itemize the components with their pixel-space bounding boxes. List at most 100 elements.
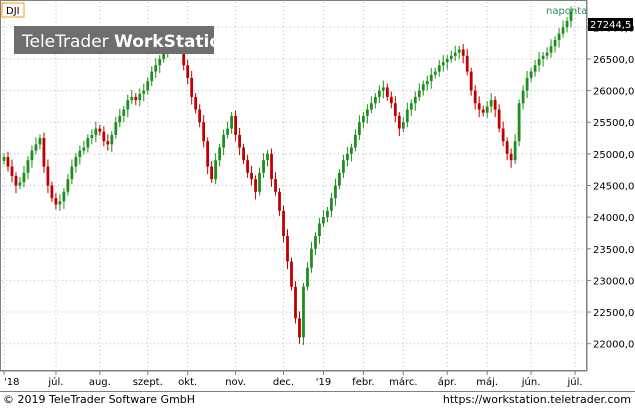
candle-up	[318, 223, 321, 237]
candle-up	[90, 134, 94, 139]
candle-up	[457, 49, 461, 53]
y-tick-label: 25500,0	[593, 118, 634, 129]
candle-up	[549, 46, 553, 53]
candle-up	[561, 27, 565, 34]
x-tick-label: '18	[4, 377, 19, 388]
x-tick-label: dec.	[273, 377, 294, 388]
source-url[interactable]: https://workstation.teletrader.com	[443, 393, 631, 406]
watermark: TeleTrader WorkStation	[14, 26, 233, 54]
candle-up	[342, 160, 345, 173]
candle-up	[162, 52, 166, 59]
x-axis-ticks: '18 júl. aug. szept. okt. nov. dec. '19 febr. már…	[3, 371, 583, 388]
y-tick-label: 24500,0	[593, 182, 634, 193]
candle-up	[74, 157, 78, 167]
candle-up	[322, 217, 325, 224]
last-value-box	[588, 18, 633, 31]
candle-up	[565, 20, 569, 28]
candle-down	[294, 286, 297, 319]
candle-up	[78, 150, 82, 158]
candle-down	[202, 122, 206, 142]
candle-up	[58, 201, 62, 205]
x-tick-label: nov.	[225, 377, 246, 388]
candle-up	[437, 65, 441, 72]
candle-up	[381, 87, 385, 91]
x-tick-label: márc.	[389, 376, 417, 388]
x-tick-label: okt.	[178, 377, 197, 388]
x-tick-label: aug.	[89, 377, 111, 388]
candle-up	[118, 115, 122, 123]
candle-up	[353, 134, 357, 148]
candle-down	[385, 87, 389, 97]
candle-up	[441, 62, 445, 66]
candle-up	[94, 128, 98, 135]
candle-down	[206, 141, 210, 167]
candle-up	[513, 141, 517, 161]
copyright-text: © 2019 TeleTrader Software GmbH	[3, 393, 195, 406]
candle-up	[158, 58, 162, 66]
candle-up	[429, 74, 433, 82]
candle-down	[278, 191, 281, 211]
candle-down	[6, 157, 10, 167]
candle-down	[505, 141, 509, 154]
period-label[interactable]: naponta	[546, 6, 587, 17]
candle-up	[557, 33, 561, 40]
candle-up	[357, 122, 361, 135]
candle-up	[445, 58, 449, 63]
candle-up	[30, 150, 34, 161]
candle-down	[190, 77, 194, 97]
candle-down	[182, 46, 186, 66]
y-tick-label: 23500,0	[593, 245, 634, 256]
candle-down	[270, 153, 273, 180]
candle-up	[82, 147, 86, 151]
y-tick-label: 26000,0	[593, 87, 634, 98]
candle-down	[393, 103, 397, 116]
candle-up	[114, 122, 118, 135]
candle-down	[497, 109, 501, 129]
y-axis-ticks: 22000,0 22500,0 23000,0 23500,0 24000,0 24500…	[587, 23, 634, 351]
candle-up	[18, 182, 22, 186]
x-tick-label: ápr.	[438, 376, 457, 388]
candle-up	[330, 198, 333, 211]
symbol-box[interactable]	[1, 2, 25, 18]
candle-up	[154, 65, 158, 72]
candle-up	[413, 96, 417, 104]
candle-down	[102, 131, 106, 142]
candle-up	[314, 236, 317, 249]
candle-up	[310, 248, 313, 268]
candle-up	[421, 84, 425, 91]
candle-down	[238, 134, 241, 148]
candle-down	[286, 236, 289, 262]
x-tick-label: júl.	[47, 376, 63, 388]
candle-up	[417, 90, 421, 97]
watermark-box	[14, 26, 214, 54]
candle-up	[326, 210, 329, 218]
candle-up	[306, 267, 309, 287]
last-value-label: 27244,5	[590, 20, 631, 31]
candle-up	[258, 172, 261, 192]
candles	[2, 6, 573, 345]
candle-up	[66, 179, 70, 192]
candle-up	[449, 55, 453, 59]
candle-down	[198, 109, 202, 123]
candle-up	[521, 90, 525, 104]
candle-up	[70, 166, 74, 180]
watermark-text: TeleTrader WorkStation	[21, 32, 233, 52]
y-tick-label: 26500,0	[593, 55, 634, 66]
candle-up	[218, 147, 222, 161]
candle-up	[226, 128, 230, 135]
candle-down	[298, 318, 301, 338]
x-tick-label: júl.	[566, 376, 582, 388]
candle-down	[465, 55, 469, 72]
candle-down	[469, 71, 473, 91]
y-tick-label: 25000,0	[593, 150, 634, 161]
candle-up	[262, 160, 265, 173]
candle-down	[50, 185, 54, 199]
candle-up	[433, 71, 437, 75]
candle-up	[26, 160, 30, 173]
candle-up	[545, 52, 549, 56]
candle-up	[266, 153, 269, 161]
x-tick-label: szept.	[133, 377, 163, 388]
candle-up	[529, 71, 533, 78]
